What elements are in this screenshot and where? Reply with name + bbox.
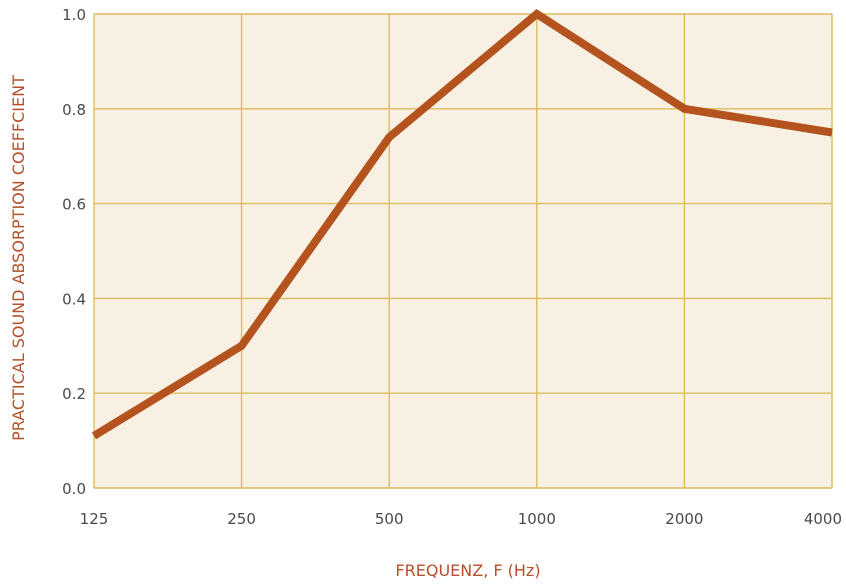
x-tick-label: 500	[375, 510, 404, 528]
x-tick-label: 250	[227, 510, 256, 528]
x-axis-ticks: 125 250 500 1000 2000 4000	[80, 510, 842, 528]
y-tick-label: 0.2	[62, 385, 86, 403]
x-axis-title: FREQUENZ, F (Hz)	[395, 561, 540, 580]
y-axis-ticks: 0.0 0.2 0.4 0.6 0.8 1.0	[62, 6, 86, 498]
y-tick-label: 0.4	[62, 290, 86, 308]
x-tick-label: 1000	[518, 510, 556, 528]
x-tick-label: 4000	[804, 510, 842, 528]
y-tick-label: 1.0	[62, 6, 86, 24]
plot-area	[94, 14, 832, 488]
x-tick-label: 2000	[665, 510, 703, 528]
y-tick-label: 0.8	[62, 101, 86, 119]
y-axis-title: PRACTICAL SOUND ABSORPTION COEFFCIENT	[9, 75, 28, 441]
y-tick-label: 0.0	[62, 480, 86, 498]
y-tick-label: 0.6	[62, 196, 86, 214]
x-tick-label: 125	[80, 510, 109, 528]
